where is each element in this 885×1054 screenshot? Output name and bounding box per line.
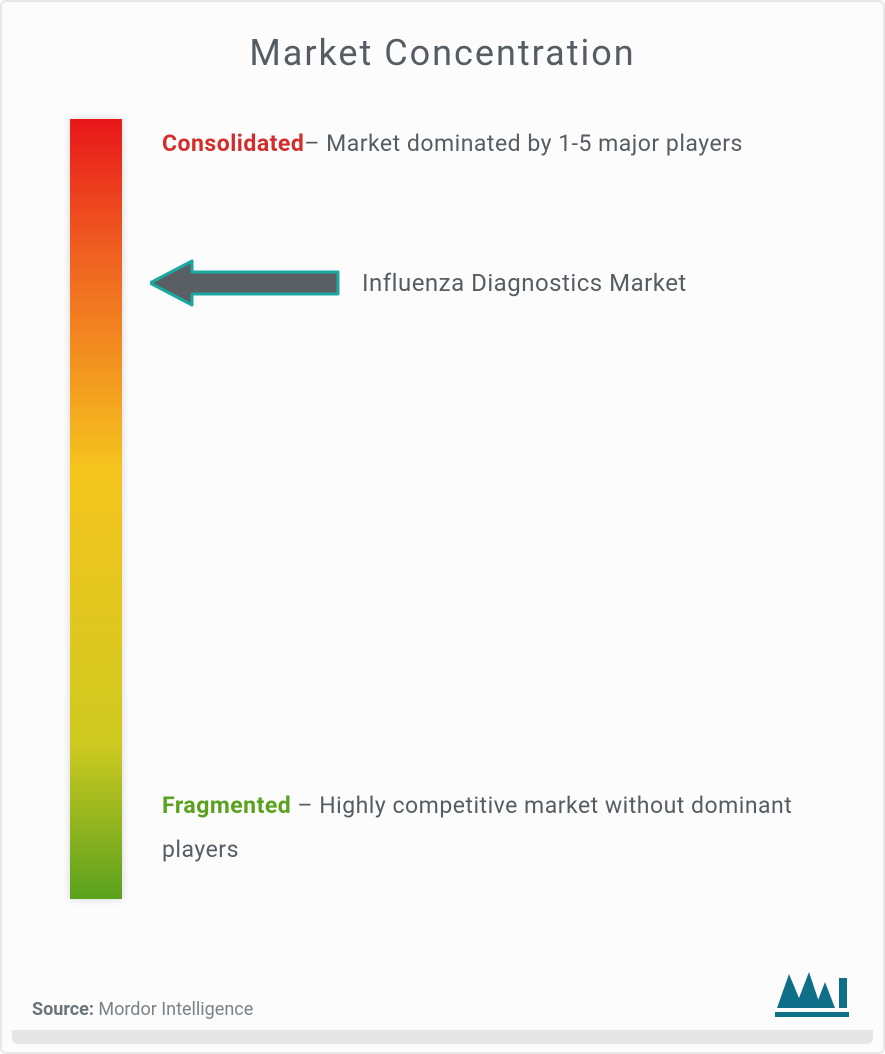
infographic-card: Market Concentration Consolidated– Marke… [0, 0, 885, 1054]
concentration-gradient-bar [70, 119, 122, 899]
content-body: Consolidated– Market dominated by 1-5 ma… [42, 119, 843, 899]
consolidated-description: – Market dominated by 1-5 major players [304, 130, 743, 157]
consolidated-label: Consolidated– Market dominated by 1-5 ma… [162, 122, 813, 166]
page-title: Market Concentration [42, 32, 843, 74]
source-value: Mordor Intelligence [94, 999, 253, 1020]
mi-logo-icon [773, 968, 851, 1022]
market-pointer: Influenza Diagnostics Market [150, 259, 687, 307]
arrow-icon [150, 259, 340, 307]
arrow-shape [150, 261, 338, 305]
fragmented-keyword: Fragmented [162, 792, 291, 819]
consolidated-keyword: Consolidated [162, 130, 304, 157]
fragmented-label: Fragmented – Highly competitive market w… [162, 784, 813, 871]
source-attribution: Source: Mordor Intelligence [32, 999, 253, 1020]
arrow-label: Influenza Diagnostics Market [362, 269, 687, 297]
source-label: Source: [32, 999, 94, 1020]
